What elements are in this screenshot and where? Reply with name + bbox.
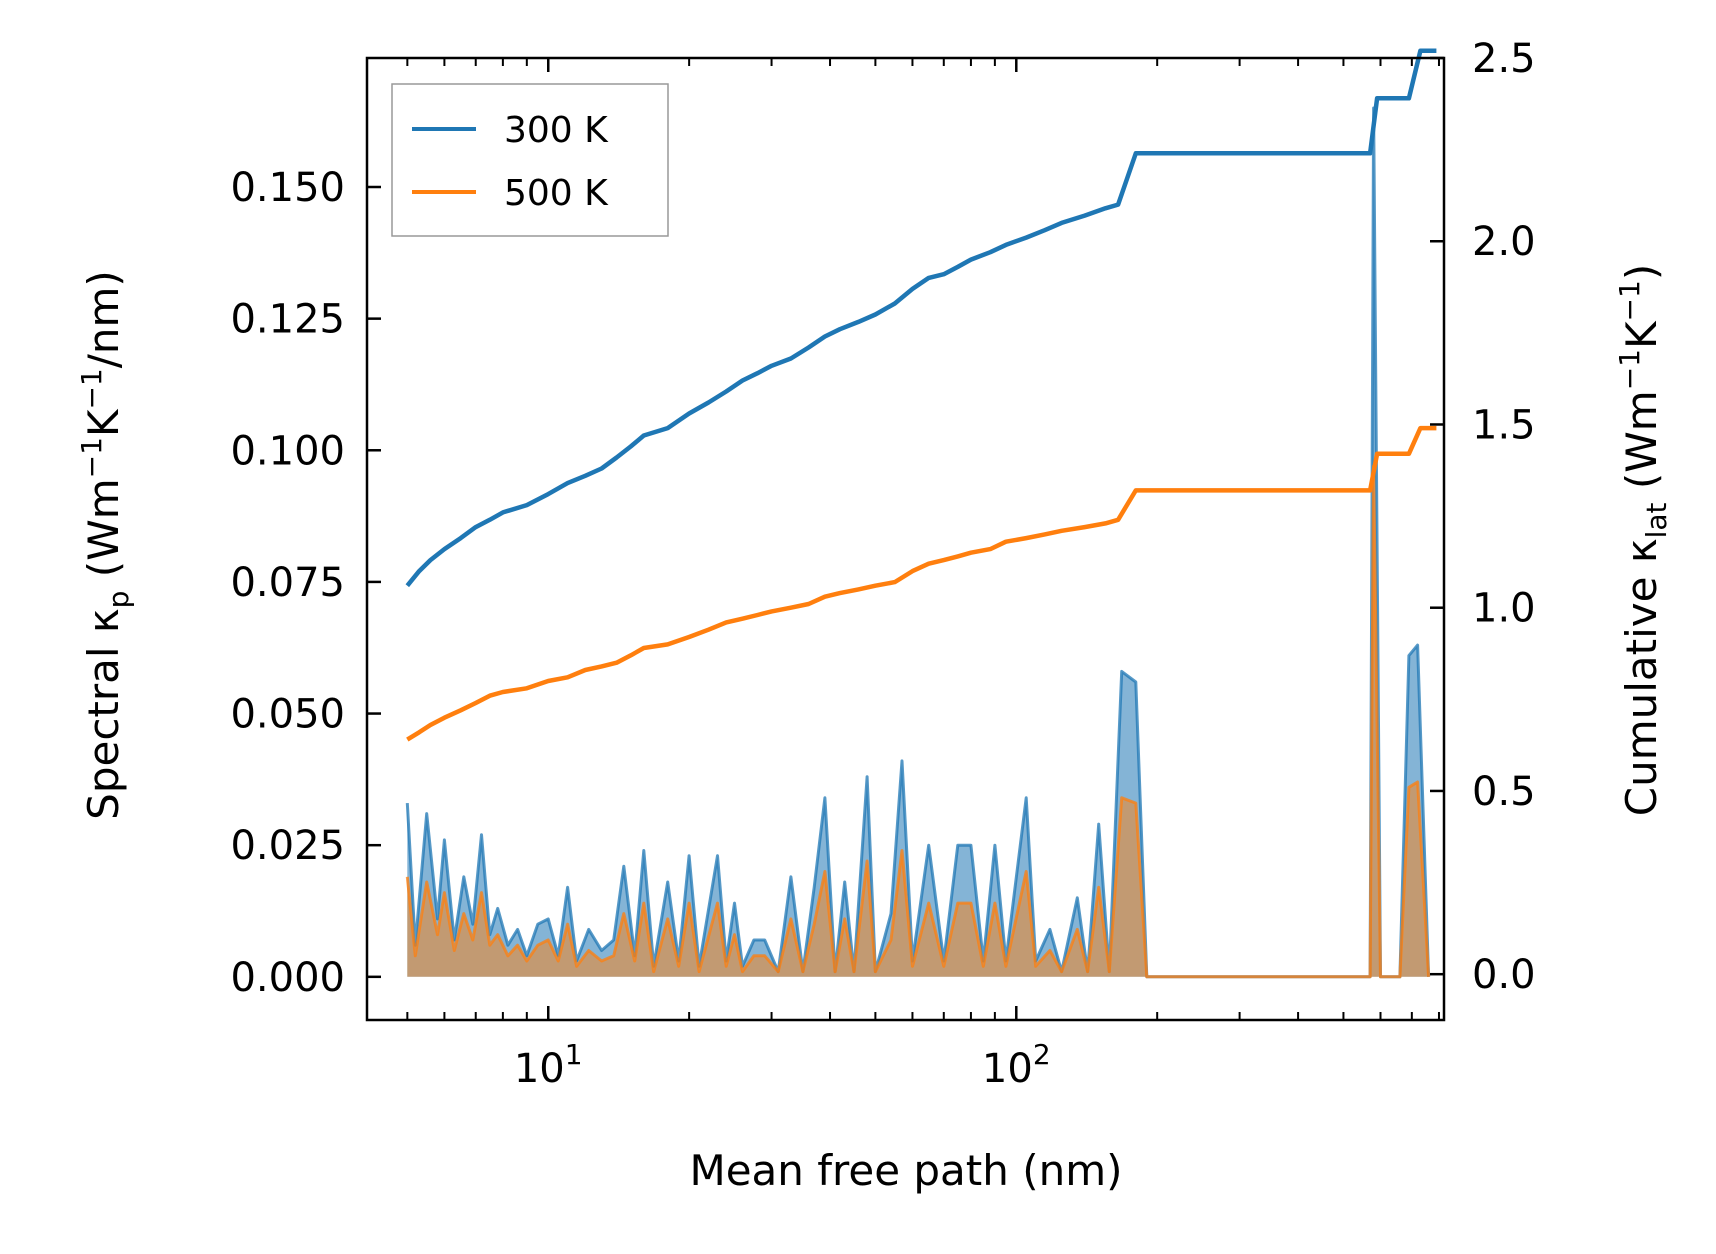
y-left-tick-label: 0.150 [230, 165, 345, 211]
y-right-tick-label: 0.0 [1472, 952, 1536, 998]
spectral-layer [405, 106, 1431, 979]
y-left-tick-label: 0.100 [230, 428, 345, 474]
y-left-tick-label: 0.050 [230, 692, 345, 738]
spectral-area-500k [407, 466, 1429, 977]
legend-label-500k: 500 K [504, 173, 609, 214]
y-axis-right-label: Cumulative κlat (Wm−1K−1) [1613, 264, 1673, 816]
y-axis-left-label: Spectral κp (Wm−1K−1/nm) [75, 270, 135, 820]
y-right-tick-label: 1.0 [1472, 586, 1536, 632]
y-left-tick-label: 0.000 [230, 955, 345, 1001]
y-right-tick-label: 0.5 [1472, 769, 1536, 815]
y-left-tick-label: 0.125 [230, 297, 345, 343]
y-right-tick-label: 2.5 [1472, 36, 1536, 82]
spectral-area-300k [407, 108, 1429, 977]
spectral-line-500k [405, 464, 1431, 979]
y-left-tick-label: 0.075 [230, 560, 345, 606]
legend: 300 K 500 K [391, 83, 669, 237]
y-right-tick-label: 2.0 [1472, 219, 1536, 265]
x-tick-label: 101 [514, 1038, 583, 1092]
spectral-line-300k [405, 106, 1431, 979]
labels-layer: 101 102 0.000 0.025 0.050 0.075 0.100 0.125 0.15… [230, 36, 1535, 1092]
ticks-layer [367, 56, 1444, 1020]
legend-box [391, 83, 669, 237]
x-tick-label: 102 [982, 1038, 1051, 1092]
y-left-tick-label: 0.025 [230, 823, 345, 869]
cumulative-line-500k [406, 425, 1437, 742]
cumulative-line-300k [405, 48, 1437, 588]
legend-label-300k: 300 K [504, 110, 609, 151]
plot-frame [365, 56, 1446, 1022]
y-right-tick-label: 1.5 [1472, 402, 1536, 448]
x-axis-label: Mean free path (nm) [689, 1146, 1122, 1195]
cumulative-layer [405, 48, 1437, 742]
